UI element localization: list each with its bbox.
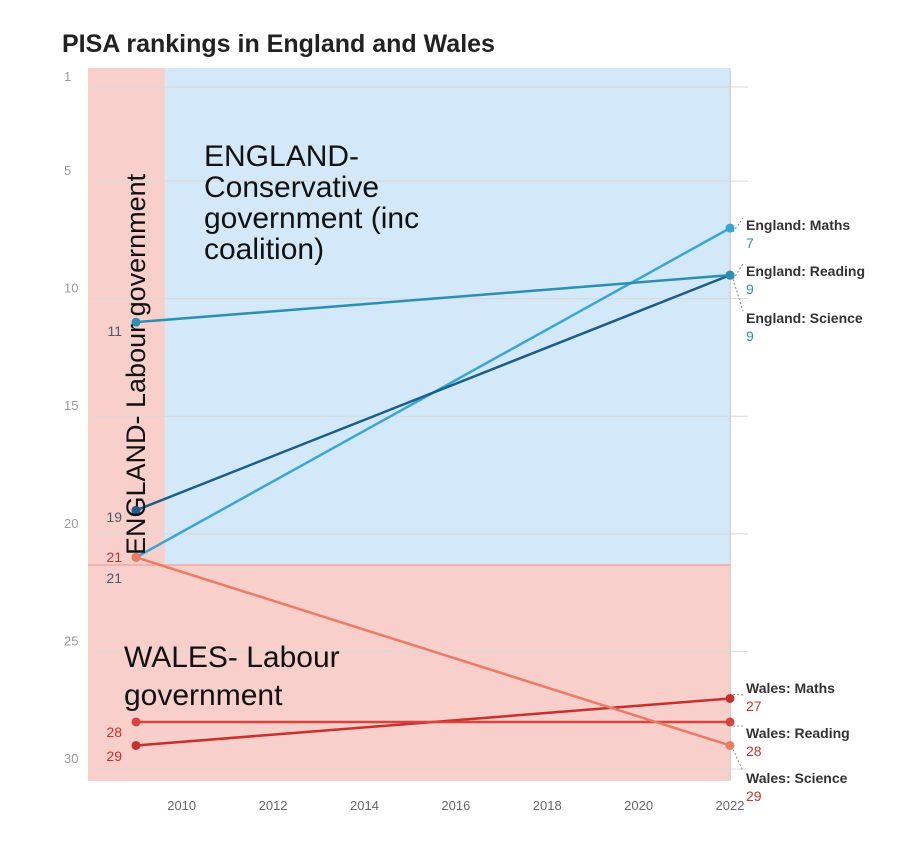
start-value-label: 19 xyxy=(106,509,122,525)
wales-science-end-point xyxy=(725,740,735,750)
label-leader xyxy=(732,278,744,312)
england-labour-annotation: ENGLAND- Labour government xyxy=(121,173,151,555)
england-conservative-annotation: ENGLAND- xyxy=(204,140,359,173)
y-tick-label: 25 xyxy=(64,633,78,648)
wales-science-start-point xyxy=(131,552,141,562)
y-tick-label: 10 xyxy=(64,281,78,296)
series-name-label: England: Reading xyxy=(746,263,865,279)
wales-reading-end-point xyxy=(725,717,735,727)
england-science-line xyxy=(135,273,731,324)
annotations: ENGLAND- Labour government ENGLAND-Conser… xyxy=(121,140,419,712)
series-name-label: Wales: Science xyxy=(746,770,848,786)
england-science-start-point xyxy=(131,317,141,327)
x-tick-label: 2016 xyxy=(441,798,470,813)
x-tick-label: 2012 xyxy=(259,798,288,813)
england-science-end-point xyxy=(725,270,735,280)
label-leader xyxy=(732,749,744,772)
series-labels: 21 19 11 29 28 21 England: Maths 7 England: Read… xyxy=(106,217,865,804)
x-tick-label: 2022 xyxy=(716,798,745,813)
wales-labour-annotation: WALES- Labour xyxy=(124,641,340,674)
end-value-label: 28 xyxy=(746,743,762,759)
y-tick-label: 20 xyxy=(64,516,78,531)
end-value-label: 29 xyxy=(746,788,762,804)
series-name-label: Wales: Maths xyxy=(746,680,835,696)
label-leader xyxy=(732,693,744,696)
background-regions xyxy=(88,68,731,781)
gridlines xyxy=(90,68,748,781)
england-conservative-annotation: government (inc xyxy=(204,202,419,235)
start-value-label: 21 xyxy=(106,570,122,586)
england-conservative-annotation: Conservative xyxy=(204,171,379,204)
y-tick-label: 30 xyxy=(64,751,78,766)
start-value-label: 11 xyxy=(107,323,122,339)
start-value-label: 21 xyxy=(106,549,122,565)
series-name-label: Wales: Reading xyxy=(746,725,850,741)
x-tick-label: 2018 xyxy=(533,798,562,813)
chart-title: PISA rankings in England and Wales xyxy=(62,30,495,58)
wales-labour-region xyxy=(88,565,731,781)
wales-reading-start-point xyxy=(131,717,141,727)
wales-maths-start-point xyxy=(131,740,141,750)
end-value-label: 7 xyxy=(746,235,754,251)
england-maths-end-point xyxy=(725,223,735,233)
x-tick-label: 2010 xyxy=(167,798,196,813)
label-leader xyxy=(732,263,744,280)
y-tick-label: 15 xyxy=(64,398,78,413)
start-value-label: 29 xyxy=(106,748,122,764)
y-tick-label: 5 xyxy=(64,163,71,178)
end-value-label: 9 xyxy=(746,281,754,297)
england-conservative-annotation: coalition) xyxy=(204,233,324,266)
wales-labour-annotation: government xyxy=(124,679,283,712)
england-conservative-region xyxy=(165,68,731,565)
series-name-label: England: Science xyxy=(746,310,863,326)
series-name-label: England: Maths xyxy=(746,217,850,233)
y-tick-label: 1 xyxy=(64,69,71,84)
series-lines xyxy=(131,223,735,750)
england-labour-region xyxy=(88,68,165,565)
end-value-label: 9 xyxy=(746,328,754,344)
end-value-label: 27 xyxy=(746,698,762,714)
start-value-label: 28 xyxy=(106,724,122,740)
x-tick-label: 2020 xyxy=(624,798,653,813)
england-reading-line xyxy=(135,273,731,512)
wales-maths-end-point xyxy=(725,693,735,703)
wales-science-line xyxy=(135,556,731,747)
england-reading-start-point xyxy=(131,505,141,515)
x-tick-label: 2014 xyxy=(350,798,379,813)
label-leader xyxy=(732,217,744,233)
